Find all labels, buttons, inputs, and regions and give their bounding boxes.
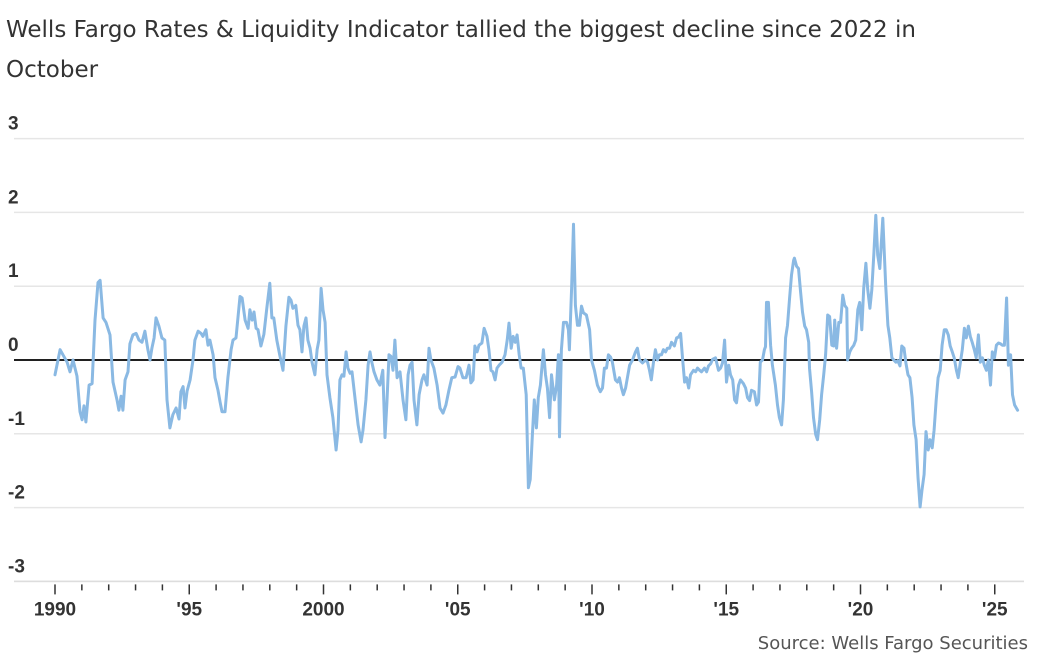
x-tick-label: 1990 <box>34 599 76 620</box>
source-note: Source: Wells Fargo Securities <box>757 633 1028 654</box>
y-tick-label: -2 <box>8 483 25 504</box>
y-tick-label: 1 <box>8 261 19 282</box>
series-line <box>53 213 1020 509</box>
series-group <box>53 213 1020 509</box>
y-axis-tick-labels: 3 2 1 0 -1 -2 -3 <box>8 114 25 578</box>
x-axis: 1990 '95 2000 '05 '10 '15 '20 '25 <box>14 580 1024 620</box>
y-tick-label: 0 <box>8 335 19 356</box>
y-tick-label: 2 <box>8 187 19 208</box>
x-tick-label: '15 <box>713 599 739 620</box>
x-tick-label: 2000 <box>302 599 344 620</box>
x-tick-label: '20 <box>848 599 874 620</box>
x-tick-label: '10 <box>579 599 605 620</box>
y-tick-label: 3 <box>8 114 19 135</box>
y-tick-label: -3 <box>8 556 25 577</box>
y-tick-label: -1 <box>8 409 25 430</box>
x-tick-label: '25 <box>982 599 1008 620</box>
chart-title: Wells Fargo Rates & Liquidity Indicator … <box>6 17 916 83</box>
x-tick-label: '95 <box>176 599 202 620</box>
x-tick-label: '05 <box>445 599 471 620</box>
